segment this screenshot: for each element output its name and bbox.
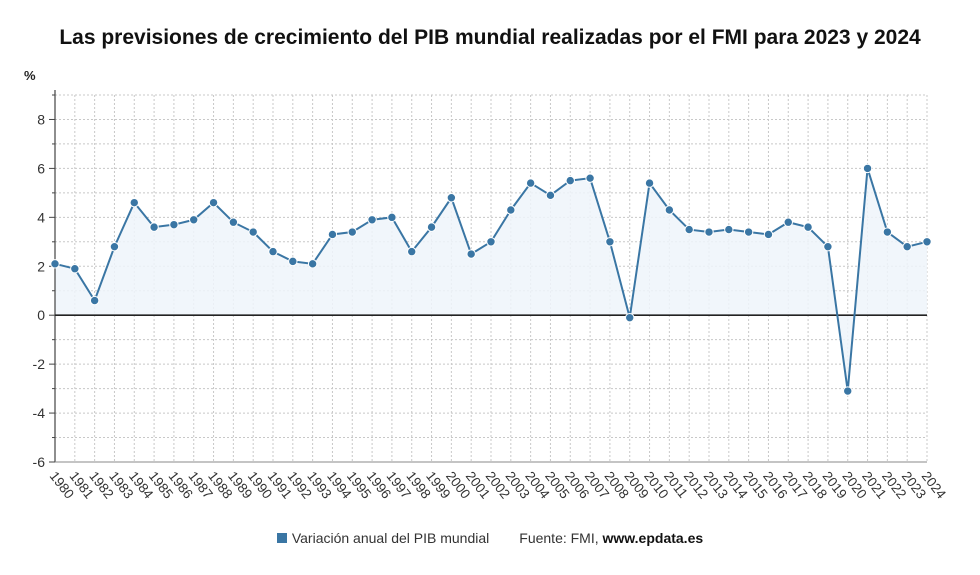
data-point	[644, 178, 655, 188]
data-point	[724, 224, 734, 235]
data-point	[288, 256, 298, 267]
y-tick-label: 6	[37, 160, 45, 176]
data-point	[208, 197, 219, 208]
data-point	[228, 217, 239, 227]
y-tick-label: 4	[37, 209, 45, 225]
source-label: Fuente: FMI,	[519, 530, 603, 546]
data-point	[129, 197, 139, 208]
legend-label: Variación anual del PIB mundial	[291, 530, 490, 546]
data-point	[545, 190, 556, 201]
data-point	[149, 222, 159, 232]
data-point	[50, 259, 60, 269]
y-axis-unit: %	[24, 68, 36, 83]
source-site: www.epdata.es	[602, 530, 704, 546]
legend-swatch	[276, 533, 287, 543]
data-point	[605, 237, 615, 247]
y-tick-labels: -6 -4 -2 0 2 4 6 8	[33, 111, 46, 470]
data-point	[684, 224, 694, 235]
data-point	[70, 264, 80, 274]
data-point	[89, 295, 100, 306]
data-point	[704, 227, 714, 237]
data-point	[783, 217, 793, 227]
data-point	[585, 173, 595, 183]
data-point	[189, 215, 199, 225]
data-point	[525, 178, 536, 188]
data-point	[803, 222, 813, 232]
data-point	[169, 219, 179, 230]
y-tick-label: -2	[33, 356, 46, 372]
data-point	[902, 241, 912, 252]
data-points	[50, 163, 932, 396]
y-tick-label: 8	[37, 111, 45, 127]
data-point	[763, 229, 774, 240]
data-point	[486, 237, 496, 247]
chart-footer: Variación anual del PIB mundial Fuente: F…	[0, 530, 980, 546]
data-point	[466, 249, 476, 259]
data-point	[664, 205, 675, 215]
data-point	[347, 227, 357, 237]
data-point	[843, 386, 853, 396]
data-point	[446, 193, 457, 203]
chart-title: Las previsiones de crecimiento del PIB m…	[59, 26, 921, 49]
y-tick-label: -4	[33, 405, 46, 421]
data-point	[367, 215, 377, 225]
data-point	[743, 227, 754, 237]
y-tick-label: 0	[37, 307, 45, 323]
data-point	[407, 246, 417, 257]
axes	[49, 90, 927, 463]
data-point	[327, 229, 338, 240]
data-point	[387, 212, 397, 223]
data-point	[307, 259, 318, 269]
data-point	[426, 222, 437, 232]
data-point	[823, 241, 833, 252]
data-point	[862, 163, 873, 174]
data-point	[109, 241, 120, 252]
y-tick-label: 2	[37, 258, 45, 274]
data-point	[625, 312, 635, 323]
area-fill	[55, 168, 927, 392]
data-point	[268, 246, 278, 257]
data-point	[506, 205, 516, 215]
series-area	[55, 168, 927, 392]
data-point	[922, 237, 932, 247]
data-point	[248, 227, 258, 237]
data-point	[565, 175, 575, 186]
y-tick-label: -6	[33, 454, 46, 470]
x-tick-labels: 1980198119821983198419851986198719881989…	[47, 469, 950, 502]
data-point	[882, 227, 893, 237]
